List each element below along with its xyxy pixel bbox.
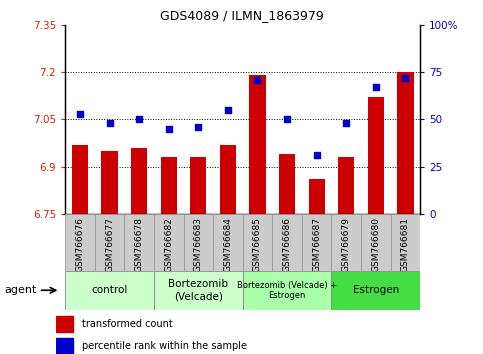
Bar bbox=[331, 271, 420, 310]
Text: GSM766681: GSM766681 bbox=[401, 217, 410, 272]
Bar bbox=[302, 214, 331, 271]
Text: GSM766679: GSM766679 bbox=[342, 217, 351, 272]
Text: GSM766676: GSM766676 bbox=[75, 217, 85, 272]
Text: GSM766682: GSM766682 bbox=[164, 217, 173, 272]
Point bbox=[165, 126, 172, 132]
Bar bbox=[272, 214, 302, 271]
Point bbox=[224, 107, 232, 113]
Point bbox=[401, 75, 409, 81]
Text: transformed count: transformed count bbox=[82, 319, 172, 329]
Point bbox=[106, 120, 114, 126]
Text: GSM766680: GSM766680 bbox=[371, 217, 380, 272]
Bar bbox=[190, 158, 206, 214]
Bar bbox=[391, 214, 420, 271]
Text: GSM766685: GSM766685 bbox=[253, 217, 262, 272]
Text: GSM766684: GSM766684 bbox=[224, 217, 232, 272]
Point bbox=[313, 153, 321, 158]
Bar bbox=[154, 271, 243, 310]
Bar bbox=[95, 214, 125, 271]
Bar bbox=[331, 214, 361, 271]
Bar bbox=[56, 337, 73, 354]
Point bbox=[135, 117, 143, 122]
Bar bbox=[101, 151, 118, 214]
Bar bbox=[279, 154, 295, 214]
Point bbox=[195, 124, 202, 130]
Bar bbox=[56, 316, 73, 332]
Bar bbox=[368, 97, 384, 214]
Bar bbox=[398, 72, 413, 214]
Bar bbox=[184, 214, 213, 271]
Point bbox=[254, 77, 261, 82]
Bar bbox=[131, 148, 147, 214]
Text: agent: agent bbox=[5, 285, 37, 295]
Bar bbox=[125, 214, 154, 271]
Text: GSM766686: GSM766686 bbox=[283, 217, 292, 272]
Text: GSM766683: GSM766683 bbox=[194, 217, 203, 272]
Bar bbox=[338, 158, 355, 214]
Text: GSM766687: GSM766687 bbox=[312, 217, 321, 272]
Bar bbox=[220, 145, 236, 214]
Text: GSM766678: GSM766678 bbox=[135, 217, 143, 272]
Point bbox=[283, 117, 291, 122]
Text: Bortezomib (Velcade) +
Estrogen: Bortezomib (Velcade) + Estrogen bbox=[237, 281, 337, 300]
Bar bbox=[154, 214, 184, 271]
Bar bbox=[309, 179, 325, 214]
Bar bbox=[249, 75, 266, 214]
Bar bbox=[161, 158, 177, 214]
Point bbox=[76, 111, 84, 116]
Text: percentile rank within the sample: percentile rank within the sample bbox=[82, 341, 247, 350]
Bar bbox=[242, 214, 272, 271]
Text: Estrogen: Estrogen bbox=[353, 285, 399, 295]
Text: control: control bbox=[91, 285, 128, 295]
Text: GDS4089 / ILMN_1863979: GDS4089 / ILMN_1863979 bbox=[159, 9, 324, 22]
Bar bbox=[361, 214, 391, 271]
Text: Bortezomib
(Velcade): Bortezomib (Velcade) bbox=[169, 279, 228, 301]
Bar bbox=[242, 271, 331, 310]
Bar bbox=[72, 145, 88, 214]
Bar bbox=[213, 214, 242, 271]
Text: GSM766677: GSM766677 bbox=[105, 217, 114, 272]
Point bbox=[372, 85, 380, 90]
Bar bbox=[65, 271, 154, 310]
Bar bbox=[65, 214, 95, 271]
Point bbox=[342, 120, 350, 126]
